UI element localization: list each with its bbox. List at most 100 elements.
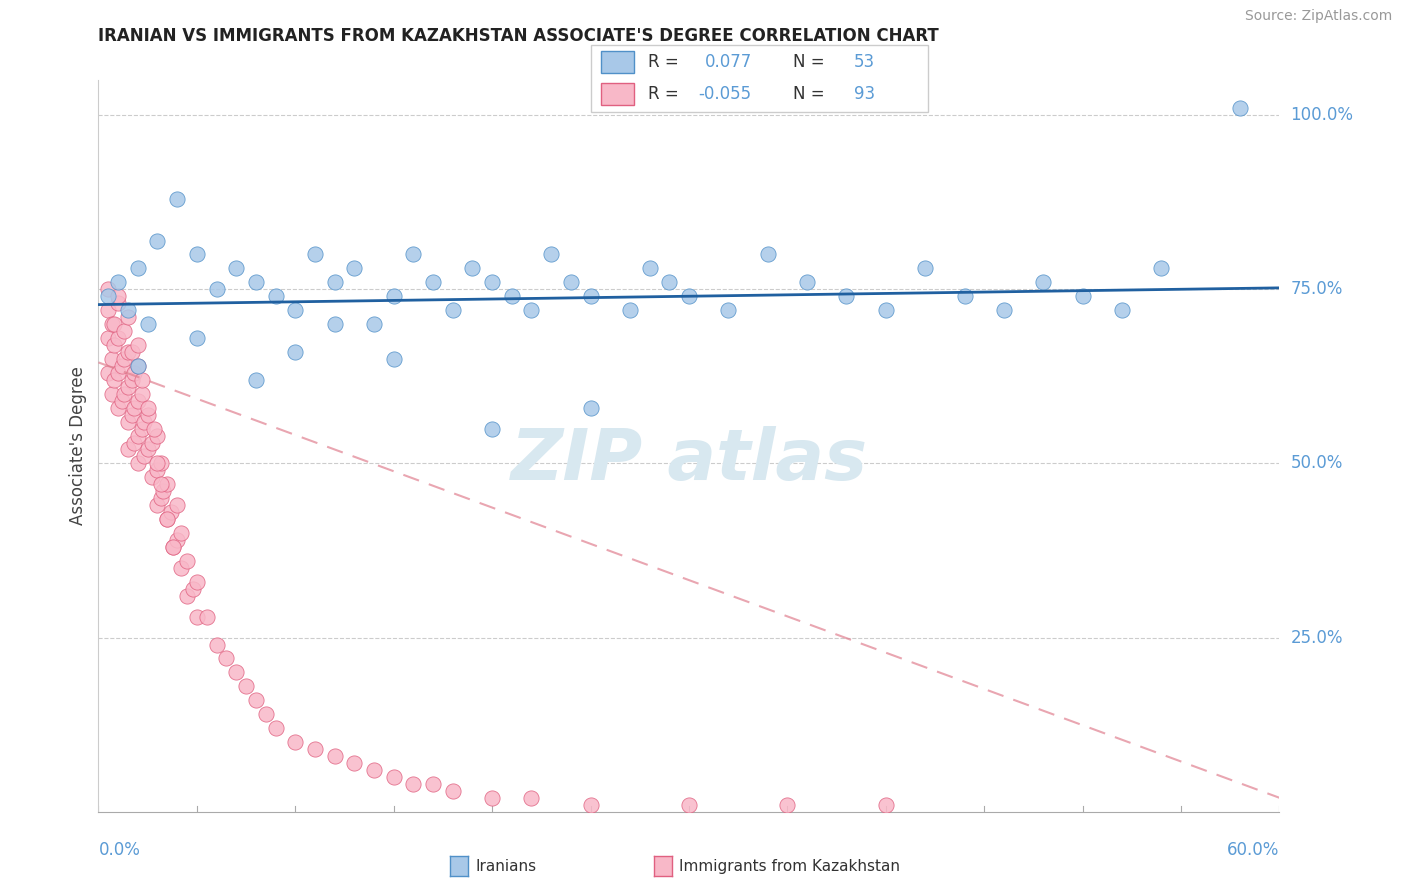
- Point: [422, 777, 444, 791]
- Point: [112, 324, 135, 338]
- Point: [127, 428, 149, 442]
- Point: [146, 234, 169, 248]
- Point: [141, 435, 163, 450]
- Point: [170, 526, 193, 541]
- Point: [122, 366, 145, 380]
- Point: [382, 289, 405, 303]
- Point: [245, 373, 267, 387]
- Text: N =: N =: [793, 53, 824, 70]
- Point: [142, 421, 165, 435]
- Point: [97, 289, 120, 303]
- Point: [678, 289, 700, 303]
- Point: [186, 247, 208, 261]
- Text: N =: N =: [793, 86, 824, 103]
- Point: [579, 797, 602, 812]
- Point: [1071, 289, 1094, 303]
- Point: [1032, 275, 1054, 289]
- Text: -0.055: -0.055: [699, 86, 752, 103]
- Point: [953, 289, 976, 303]
- Point: [914, 261, 936, 276]
- Point: [382, 351, 405, 366]
- Point: [122, 401, 145, 415]
- Point: [152, 484, 174, 499]
- Point: [323, 317, 346, 331]
- Text: 0.077: 0.077: [706, 53, 752, 70]
- Point: [225, 261, 247, 276]
- Point: [638, 261, 661, 276]
- Point: [101, 351, 124, 366]
- Point: [560, 275, 582, 289]
- Point: [717, 303, 740, 318]
- Point: [422, 275, 444, 289]
- Point: [103, 317, 125, 331]
- Point: [166, 498, 188, 512]
- Text: IRANIAN VS IMMIGRANTS FROM KAZAKHSTAN ASSOCIATE'S DEGREE CORRELATION CHART: IRANIAN VS IMMIGRANTS FROM KAZAKHSTAN AS…: [98, 27, 939, 45]
- Point: [112, 351, 135, 366]
- Point: [835, 289, 858, 303]
- Point: [101, 386, 124, 401]
- Point: [181, 582, 204, 596]
- Point: [117, 310, 139, 325]
- Point: [107, 366, 129, 380]
- Point: [756, 247, 779, 261]
- Point: [993, 303, 1015, 318]
- Point: [776, 797, 799, 812]
- Point: [136, 442, 159, 457]
- Point: [205, 282, 228, 296]
- Point: [264, 721, 287, 735]
- Point: [97, 282, 120, 296]
- Point: [343, 261, 366, 276]
- Point: [579, 289, 602, 303]
- Point: [146, 463, 169, 477]
- Point: [1229, 101, 1251, 115]
- Point: [122, 435, 145, 450]
- Point: [501, 289, 523, 303]
- Point: [166, 533, 188, 547]
- Point: [186, 574, 208, 589]
- Point: [520, 303, 543, 318]
- Point: [245, 693, 267, 707]
- Point: [619, 303, 641, 318]
- Point: [150, 491, 173, 506]
- Text: Iranians: Iranians: [475, 859, 536, 873]
- Point: [150, 477, 173, 491]
- Text: 25.0%: 25.0%: [1291, 629, 1343, 647]
- Point: [284, 345, 307, 359]
- Point: [136, 408, 159, 422]
- Point: [176, 589, 198, 603]
- Text: 60.0%: 60.0%: [1227, 841, 1279, 859]
- FancyBboxPatch shape: [591, 45, 928, 112]
- Text: Source: ZipAtlas.com: Source: ZipAtlas.com: [1244, 9, 1392, 23]
- Point: [121, 373, 143, 387]
- Point: [323, 275, 346, 289]
- Point: [127, 359, 149, 373]
- Point: [875, 797, 897, 812]
- Point: [141, 470, 163, 484]
- Point: [461, 261, 484, 276]
- Point: [107, 289, 129, 303]
- Point: [382, 770, 405, 784]
- Point: [127, 393, 149, 408]
- Text: R =: R =: [648, 53, 679, 70]
- Point: [162, 540, 184, 554]
- Point: [136, 401, 159, 415]
- Point: [1111, 303, 1133, 318]
- Point: [176, 554, 198, 568]
- Point: [146, 457, 169, 471]
- Point: [127, 261, 149, 276]
- Text: 0.0%: 0.0%: [98, 841, 141, 859]
- Point: [160, 505, 183, 519]
- Point: [127, 359, 149, 373]
- Point: [225, 665, 247, 680]
- Point: [658, 275, 681, 289]
- Point: [97, 366, 120, 380]
- Point: [156, 512, 179, 526]
- Point: [121, 408, 143, 422]
- Point: [215, 651, 238, 665]
- Point: [107, 296, 129, 310]
- Point: [131, 373, 153, 387]
- Text: 53: 53: [853, 53, 875, 70]
- Point: [441, 784, 464, 798]
- Point: [111, 393, 134, 408]
- Point: [1150, 261, 1173, 276]
